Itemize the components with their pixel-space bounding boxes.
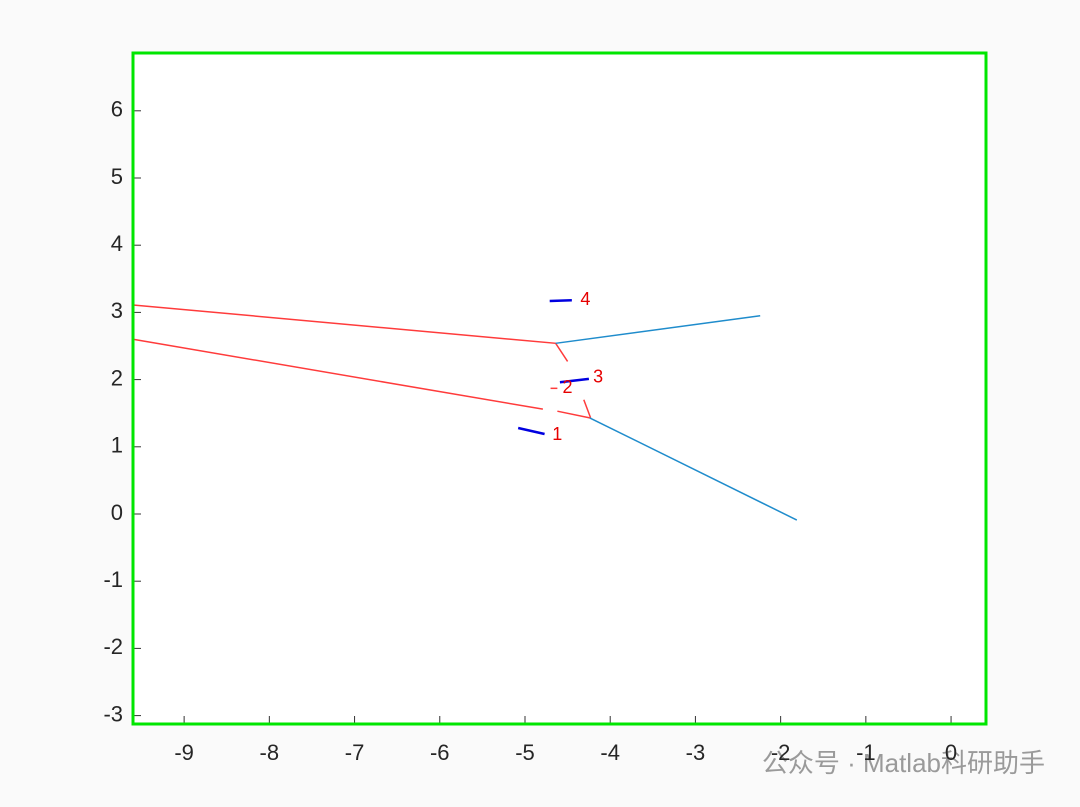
y-tick-label: 0 <box>111 500 123 525</box>
y-tick-label: 2 <box>111 365 123 390</box>
y-tick-label: 6 <box>111 97 123 122</box>
series-line <box>559 377 590 384</box>
x-tick-label: -2 <box>771 740 791 765</box>
series-line <box>589 417 798 521</box>
series-line <box>583 399 592 419</box>
series-line <box>517 426 545 436</box>
y-tick-label: 5 <box>111 164 123 189</box>
plot-area <box>133 53 986 724</box>
series-line <box>557 410 590 419</box>
x-tick-label: -7 <box>345 740 365 765</box>
series-line <box>555 315 761 345</box>
y-tick-label: 4 <box>111 231 123 256</box>
series-line <box>549 299 572 303</box>
annotation: 1 <box>552 424 562 444</box>
annotation: 4 <box>580 289 590 309</box>
x-tick-label: -9 <box>174 740 194 765</box>
y-tick-label: 1 <box>111 433 123 458</box>
y-tick-label: -2 <box>103 634 123 659</box>
annotation: 3 <box>593 366 603 386</box>
x-tick-label: -4 <box>600 740 620 765</box>
x-tick-label: -8 <box>260 740 280 765</box>
x-tick-label: -6 <box>430 740 450 765</box>
axes-box <box>131 51 988 726</box>
series-line <box>132 338 544 410</box>
x-tick-label: -5 <box>515 740 535 765</box>
y-tick-label: -1 <box>103 567 123 592</box>
y-tick-label: -3 <box>103 701 123 726</box>
x-tick-label: -1 <box>856 740 876 765</box>
x-tick-label: -3 <box>686 740 706 765</box>
y-tick-label: 3 <box>111 298 123 323</box>
watermark: 公众号 · Matlab科研助手 <box>762 748 1045 778</box>
annotation: 2 <box>562 377 572 397</box>
x-tick-label: 0 <box>945 740 957 765</box>
